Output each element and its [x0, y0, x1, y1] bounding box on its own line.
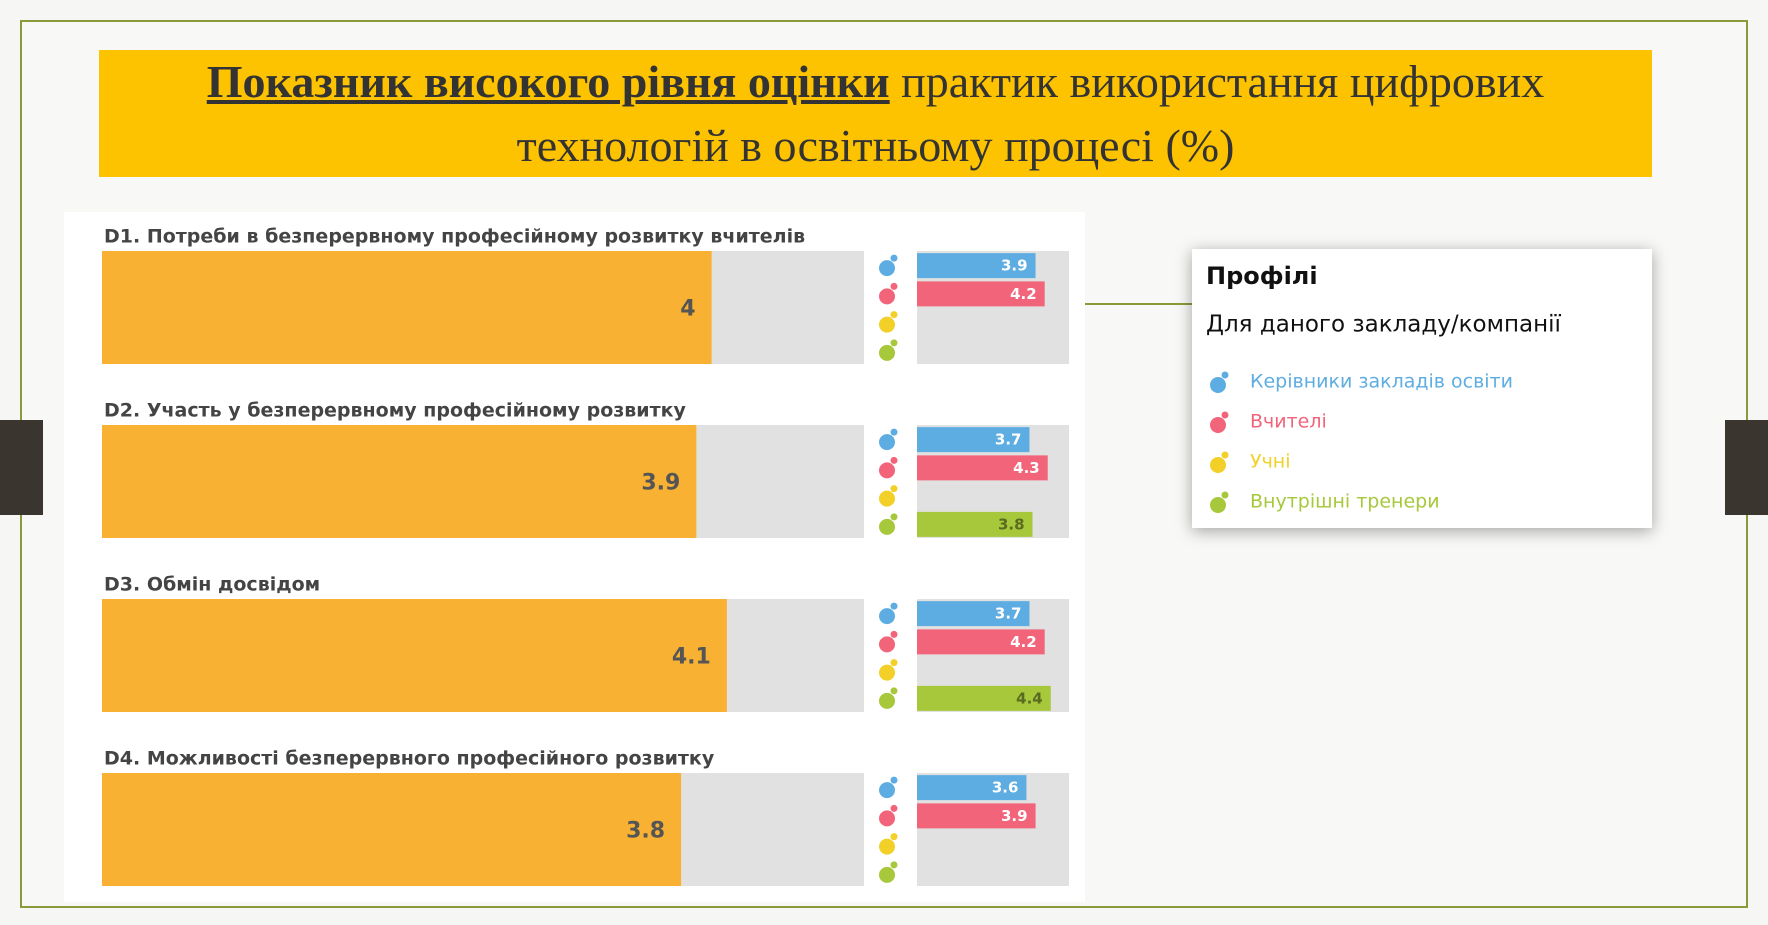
legend-label: Внутрішні тренери: [1250, 491, 1440, 513]
profile-bar: [917, 803, 1036, 829]
profile-label: 3.7: [995, 431, 1022, 449]
profile-icon: [879, 866, 895, 883]
legend-label: Учні: [1250, 451, 1291, 473]
overall-label: 3.8: [626, 819, 665, 844]
profile-label: 4.4: [1016, 689, 1043, 707]
profile-icon: [879, 838, 895, 855]
profile-icon: [1210, 457, 1226, 473]
profile-label: 3.8: [998, 515, 1025, 533]
side-tab: [0, 420, 43, 515]
profile-icon: [890, 659, 898, 667]
profile-icon: [879, 260, 895, 277]
profile-icon: [890, 776, 898, 784]
legend-subtitle: Для даного закладу/компанії: [1206, 312, 1562, 338]
profile-icon: [879, 636, 895, 653]
overall-label: 3.9: [641, 471, 680, 496]
profile-icon: [1210, 417, 1226, 433]
profile-bar: [917, 775, 1027, 801]
profile-icon: [879, 344, 895, 361]
overall-bar: [102, 773, 682, 886]
profile-label: 4.2: [1010, 285, 1037, 303]
profile-bar: [917, 281, 1045, 307]
profile-icon: [890, 311, 898, 319]
profile-label: 3.6: [992, 779, 1019, 797]
profile-icon: [879, 664, 895, 681]
profile-icon: [1221, 491, 1229, 499]
profile-icon: [879, 462, 895, 479]
side-tab: [1725, 420, 1768, 515]
profile-icon: [890, 254, 898, 262]
legend-title: Профілі: [1206, 262, 1318, 290]
profile-icon: [1210, 497, 1226, 513]
panel-title: D2. Участь у безперервному професійному …: [104, 400, 687, 422]
profile-label: 3.7: [995, 605, 1022, 623]
legend-label: Керівники закладів освіти: [1250, 371, 1513, 393]
profile-icon: [890, 630, 898, 638]
overall-bar: [102, 599, 727, 712]
profile-icon: [890, 428, 898, 436]
profile-icon: [1221, 411, 1229, 419]
profile-icon: [879, 316, 895, 333]
panel-title: D1. Потреби в безперервному професійному…: [104, 226, 805, 248]
slide-title: Показник високого рівня оцінки практик в…: [99, 50, 1652, 177]
profile-icon: [879, 608, 895, 625]
profile-bar: [917, 427, 1030, 453]
profile-icon: [890, 339, 898, 347]
profile-icon: [890, 282, 898, 290]
profile-bar: [917, 601, 1030, 627]
profile-bar: [917, 253, 1036, 279]
profile-icon: [890, 861, 898, 869]
profile-icon: [1210, 377, 1226, 393]
panel-title: D4. Можливості безперервного професійног…: [104, 748, 715, 770]
profile-icon: [890, 804, 898, 812]
profile-icon: [879, 810, 895, 827]
profile-icon: [879, 692, 895, 709]
title-rest: практик використання цифрових технологій…: [516, 56, 1545, 171]
profile-icon: [879, 434, 895, 451]
profile-icon: [1221, 371, 1229, 379]
profile-label: 3.9: [1001, 257, 1028, 275]
title-bold: Показник високого рівня оцінки: [206, 56, 890, 107]
legend-label: Вчителі: [1250, 411, 1327, 433]
profile-icon: [879, 288, 895, 305]
profile-label: 3.9: [1001, 807, 1028, 825]
profile-bar: [917, 511, 1033, 537]
profile-icon: [890, 687, 898, 695]
profile-bar: [917, 629, 1045, 655]
profile-label: 4.2: [1010, 633, 1037, 651]
overall-bar: [102, 251, 712, 364]
overall-label: 4.1: [672, 645, 711, 670]
profile-bar: [917, 455, 1048, 481]
profile-icon: [879, 490, 895, 507]
profile-icon: [879, 518, 895, 535]
panel-title: D3. Обмін досвідом: [104, 574, 320, 596]
profile-icon: [890, 456, 898, 464]
profile-label: 4.3: [1013, 459, 1040, 477]
profile-icon: [890, 485, 898, 493]
profile-icon: [890, 833, 898, 841]
profile-icon: [890, 602, 898, 610]
overall-bar: [102, 425, 697, 538]
legend-box: [1192, 249, 1652, 528]
profile-icon: [890, 513, 898, 521]
profile-icon: [879, 782, 895, 799]
profile-bar: [917, 685, 1051, 711]
profile-icon: [1221, 451, 1229, 459]
overall-label: 4: [680, 297, 695, 322]
